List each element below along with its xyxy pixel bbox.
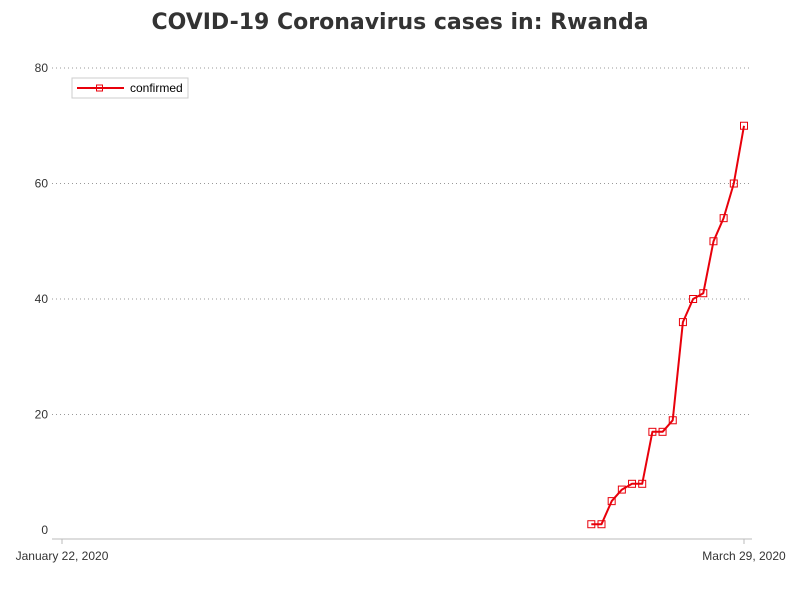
y-tick-label: 60 [35,177,49,191]
legend-marker [96,84,103,92]
grid-lines [52,67,752,415]
chart-title: COVID-19 Coronavirus cases in: Rwanda [151,10,649,35]
data-point-marker [699,289,708,298]
y-tick-label: 20 [35,408,49,422]
data-point-marker [719,214,728,223]
y-tick-label: 40 [35,292,49,306]
data-point-marker [689,295,698,303]
legend-label: confirmed [130,81,183,95]
x-tick-label: January 22, 2020 [16,549,109,563]
axes: 0 20 40 60 80 January 22, 2020 March 29, 2020 [16,61,786,563]
y-tick-label: 0 [41,523,48,537]
data-point-marker [740,121,748,130]
data-point-marker [587,520,596,529]
data-point-marker [668,416,677,425]
legend-box [71,77,189,99]
legend[interactable]: confirmed [71,77,189,99]
series-line-confirmed [591,125,745,526]
data-point-marker [648,427,657,436]
data-point-marker [628,479,637,488]
x-tick-label: March 29, 2020 [702,549,786,563]
data-point-marker [597,520,606,529]
data-point-marker [658,427,667,436]
data-point-marker [617,485,626,494]
y-tick-label: 80 [35,61,49,75]
data-point-marker [729,179,738,188]
series-confirmed [587,121,748,529]
data-point-marker [607,497,616,506]
data-point-marker [678,318,687,327]
data-point-marker [638,479,647,488]
data-point-marker [709,237,718,246]
